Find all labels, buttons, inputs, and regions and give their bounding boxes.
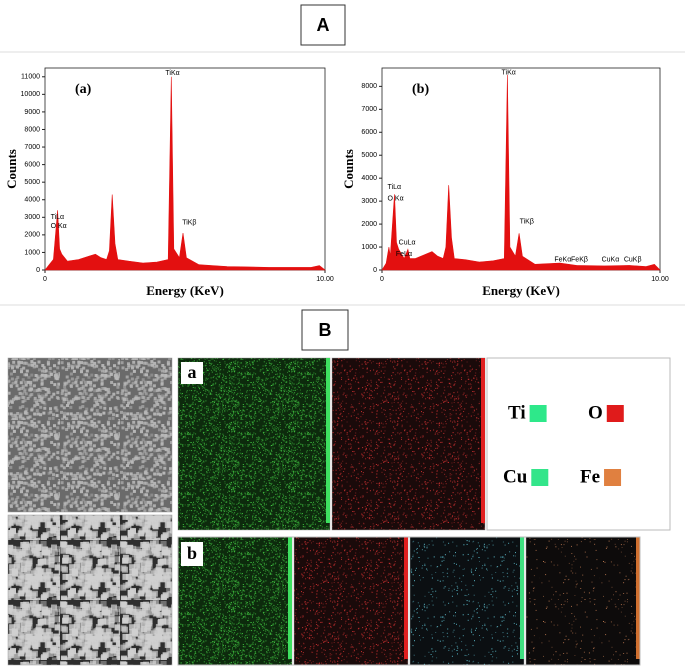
y-tick-label: 3000 (24, 214, 40, 221)
section-label: B (319, 320, 332, 340)
legend-label: Cu (503, 466, 528, 487)
y-tick-label: 6000 (24, 161, 40, 168)
y-tick-label: 4000 (24, 197, 40, 204)
map-bar (288, 537, 292, 659)
peak-label: O Kα (51, 223, 67, 230)
legend-label: O (588, 402, 603, 423)
map-bar (404, 537, 408, 659)
y-tick-label: 5000 (24, 179, 40, 186)
peak-label: TiKβ (520, 219, 534, 226)
map-bar (481, 358, 485, 523)
peak-label: O Kα (388, 196, 404, 203)
x-tick-label: 0 (380, 276, 384, 283)
x-tick-label: 10.00 (316, 276, 334, 283)
spectrum-area (44, 76, 326, 271)
legend-label: Ti (508, 402, 526, 423)
y-axis-label: Counts (341, 149, 356, 189)
map-bar (520, 537, 524, 659)
y-tick-label: 9000 (24, 109, 40, 116)
peak-label: TiLα (51, 214, 65, 221)
y-tick-label: 6000 (361, 129, 377, 136)
map-bar (636, 537, 640, 659)
sem-image (7, 514, 173, 666)
spectrum-area (381, 74, 661, 271)
panel-label: (b) (412, 82, 429, 97)
y-tick-label: 3000 (361, 198, 377, 205)
plot-area (381, 67, 661, 271)
legend-swatch (531, 469, 549, 486)
x-tick-label: 10.00 (651, 276, 669, 283)
element-map (177, 357, 331, 531)
legend-swatch (604, 469, 622, 486)
x-axis-label: Energy (KeV) (146, 283, 224, 298)
peak-label: CuLα (399, 239, 416, 246)
x-tick-label: 0 (43, 276, 47, 283)
peak-label: TiKβ (182, 219, 196, 226)
y-tick-label: 1000 (361, 244, 377, 251)
peak-label: FeKβ (571, 257, 588, 264)
row-label-bg (181, 542, 203, 566)
y-tick-label: 0 (373, 267, 377, 274)
section-label: A (317, 15, 330, 35)
y-tick-label: 7000 (361, 106, 377, 113)
y-tick-label: 11000 (21, 74, 40, 81)
y-tick-label: 8000 (24, 126, 40, 133)
element-map (525, 536, 641, 666)
legend-box (486, 357, 671, 531)
map-bar (326, 358, 330, 523)
row-label-bg (181, 362, 203, 384)
peak-label: CuKα (602, 257, 620, 264)
element-map (293, 536, 409, 666)
peak-label: FeKα (554, 257, 571, 264)
y-tick-label: 5000 (361, 152, 377, 159)
peak-label: FeLα (396, 251, 412, 258)
y-tick-label: 2000 (24, 232, 40, 239)
element-map (409, 536, 525, 666)
y-tick-label: 0 (36, 267, 40, 274)
peak-label: TiLα (388, 184, 402, 191)
sem-image (7, 357, 173, 513)
row-label: b (187, 543, 197, 563)
y-tick-label: 2000 (361, 221, 377, 228)
plot-area (44, 67, 326, 271)
x-axis-label: Energy (KeV) (482, 283, 560, 298)
peak-label: TiKα (165, 70, 179, 77)
legend-swatch (529, 405, 547, 422)
y-tick-label: 7000 (24, 144, 40, 151)
element-map (331, 357, 486, 531)
y-tick-label: 1000 (24, 249, 40, 256)
y-axis-label: Counts (4, 149, 19, 189)
legend-label: Fe (580, 466, 600, 487)
peak-label: CuKβ (624, 257, 642, 264)
map-frame (177, 536, 641, 666)
legend-swatch (606, 405, 624, 422)
y-tick-label: 4000 (361, 175, 377, 182)
panel-label: (a) (75, 82, 92, 97)
y-tick-label: 8000 (361, 83, 377, 90)
y-tick-label: 10000 (21, 91, 41, 98)
row-label: a (188, 362, 197, 382)
peak-label: TiKα (502, 69, 516, 76)
section-box (300, 4, 346, 46)
section-box (301, 309, 349, 351)
